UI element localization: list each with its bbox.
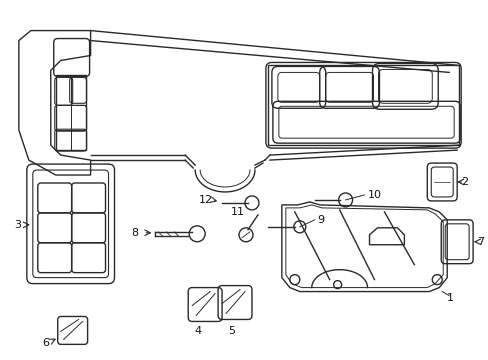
Text: 6: 6 <box>41 338 49 348</box>
Text: 11: 11 <box>230 207 244 217</box>
Text: 7: 7 <box>476 237 483 247</box>
Text: 5: 5 <box>228 327 235 336</box>
Text: 9: 9 <box>317 215 324 225</box>
Text: 1: 1 <box>447 293 453 302</box>
Text: 4: 4 <box>194 327 202 336</box>
Text: 3: 3 <box>14 220 21 230</box>
Text: 8: 8 <box>131 228 138 238</box>
Text: 10: 10 <box>367 190 381 200</box>
Text: 2: 2 <box>460 177 468 187</box>
Text: 12: 12 <box>199 195 213 205</box>
